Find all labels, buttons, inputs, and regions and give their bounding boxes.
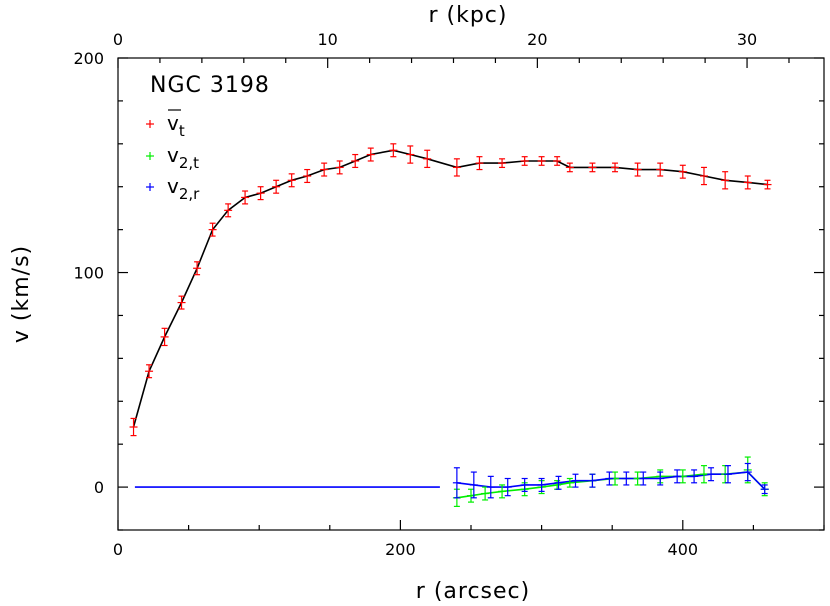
data-point-vt [160,327,169,347]
x2-tick-label: 30 [737,30,757,49]
data-point-vt [145,364,154,379]
data-point-v2r [469,471,478,499]
legend-entry-v2r: v2,r [167,174,200,203]
model-curves [132,149,768,499]
data-point-vt [763,179,772,190]
data-point-vt [678,164,687,179]
legend-marker-vt [146,120,154,128]
data-point-vt [721,171,730,190]
data-point-vt [699,166,708,186]
data-point-vt [320,162,329,177]
data-point-vt [553,156,562,166]
data-point-vt [303,168,312,184]
data-point-v2r [554,475,563,490]
data-point-v2t [481,486,490,501]
data-point-v2r [537,477,546,492]
data-point-vt [129,417,138,437]
curve-v2r_model [134,471,766,490]
data-point-vt [366,147,375,162]
data-point-vt [177,295,186,310]
x2-tick-label: 20 [527,30,547,49]
x-tick-label: 200 [385,540,416,559]
x-axis-label: r (arcsec) [416,579,530,604]
data-point-vt [287,173,296,188]
data-point-vt [537,156,546,166]
data-point-vt [656,162,665,177]
x2-tick-label: 0 [113,30,123,49]
legend-marker-v2t [146,152,154,160]
data-point-vt [389,143,398,158]
data-point-vt [452,158,461,177]
data-point-vt [475,156,484,171]
data-point-vt [743,175,752,190]
x2-axis-label: r (kpc) [428,3,507,28]
y-axis-label: v (km/s) [9,245,34,343]
legend-entry-vt: vt [167,111,185,140]
data-point-v2t [565,477,574,488]
x-tick-label: 0 [113,540,123,559]
data-point-vt [423,149,432,169]
data-point-vt [498,158,507,169]
data-point-v2r [588,473,597,488]
legend-marker-v2r [146,183,154,191]
data-point-v2r [656,471,665,486]
data-point-vt [272,179,281,194]
data-points [129,143,772,507]
data-point-v2r [743,462,752,482]
data-point-v2r [622,471,631,486]
y-tick-label: 0 [94,478,104,497]
data-point-v2r [639,471,648,486]
data-point-vt [351,153,360,169]
axis-tick-labels: 0 200 400 0 100 200 0 10 20 30 [73,30,757,559]
data-point-vt [335,160,344,175]
data-point-v2r [673,469,682,484]
data-point-vt [520,156,529,166]
legend-entry-v2t: v2,t [167,143,199,172]
data-point-v2t [467,488,475,503]
data-point-v2r [452,467,461,499]
data-point-vt [611,162,620,173]
data-point-v2t [498,484,507,499]
legend: vt v2,t v2,r [146,109,200,203]
data-point-v2r [690,469,699,484]
data-point-vt [208,222,217,237]
data-point-vt [256,186,265,201]
data-point-vt [406,145,415,164]
data-point-v2r [503,477,512,497]
curve-vt_model [132,149,768,428]
y-tick-label: 200 [73,49,104,68]
data-point-v2r [571,473,580,488]
data-point-v2r [707,467,716,482]
data-point-v2t [699,465,708,484]
data-point-vt [224,203,233,218]
data-point-vt [193,261,202,276]
data-point-vt [565,162,574,173]
axis-ticks [117,57,825,531]
data-point-v2r [486,475,495,499]
y-tick-label: 100 [73,264,104,283]
x2-tick-label: 10 [318,30,338,49]
chart-title: NGC 3198 [150,73,270,98]
data-point-vt [633,162,642,177]
data-point-v2r [520,477,529,492]
data-point-vt [241,190,250,205]
data-point-v2r [723,465,732,484]
data-point-v2r [605,471,614,486]
x-tick-label: 400 [668,540,699,559]
plot-frame [117,57,825,531]
data-point-v2r [760,484,769,495]
data-point-vt [588,162,597,173]
